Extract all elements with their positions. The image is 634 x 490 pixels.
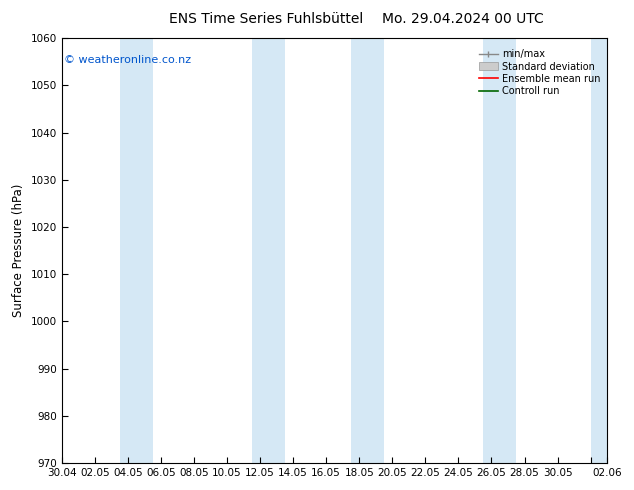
Bar	[351, 38, 384, 463]
Bar	[120, 38, 153, 463]
Bar	[252, 38, 285, 463]
Text: © weatheronline.co.nz: © weatheronline.co.nz	[65, 55, 191, 65]
Text: ENS Time Series Fuhlsbüttel: ENS Time Series Fuhlsbüttel	[169, 12, 363, 26]
Y-axis label: Surface Pressure (hPa): Surface Pressure (hPa)	[12, 184, 25, 318]
Legend: min/max, Standard deviation, Ensemble mean run, Controll run: min/max, Standard deviation, Ensemble me…	[477, 47, 602, 98]
Bar	[591, 38, 607, 463]
Text: Mo. 29.04.2024 00 UTC: Mo. 29.04.2024 00 UTC	[382, 12, 544, 26]
Bar	[483, 38, 516, 463]
